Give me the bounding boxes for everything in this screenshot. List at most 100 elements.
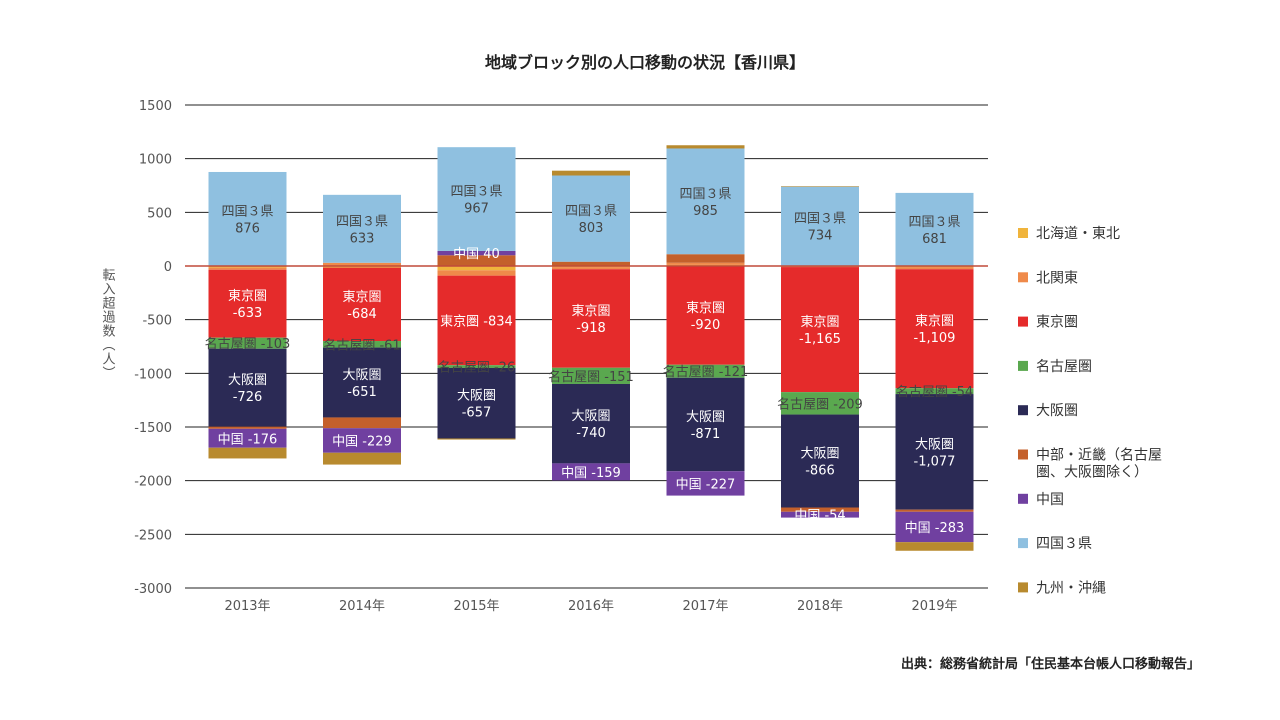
- segment-label: 中国 -229: [332, 434, 392, 449]
- bar-segment-kyushu: [208, 447, 287, 459]
- bar-segment-shikoku: [895, 192, 974, 266]
- segment-label: 四国３県: [221, 204, 273, 219]
- segment-label: 大阪圏: [571, 409, 610, 424]
- legend-label: 中部・近畿（名古屋: [1036, 448, 1162, 464]
- bar-segment-shikoku: [552, 175, 630, 262]
- bar-segment-chugoku: [895, 511, 974, 543]
- bar-segment-tokyo: [437, 275, 516, 366]
- bar-segment-osaka: [666, 377, 745, 472]
- bar-segment-kyushu: [437, 438, 516, 440]
- segment-label: 東京圏 -834: [440, 313, 513, 329]
- x-tick-label: 2019年: [911, 599, 957, 614]
- bar-segment-tokyo: [323, 267, 401, 342]
- segment-label: 大阪圏: [457, 389, 496, 404]
- x-tick-label: 2013年: [224, 599, 270, 614]
- segment-label: 東京圏: [571, 303, 610, 319]
- legend-swatch: [1018, 360, 1028, 371]
- bar-segment-osaka: [437, 367, 516, 439]
- segment-label: 東京圏: [342, 289, 381, 305]
- legend-label: 九州・沖縄: [1036, 580, 1106, 596]
- segment-label: 四国３県: [679, 187, 731, 202]
- y-tick-label: 1500: [139, 99, 172, 114]
- segment-label: 名古屋圏 -209: [777, 396, 863, 412]
- bar-segment-chubu_kinki: [437, 255, 516, 266]
- bar-segment-chugoku: [437, 250, 516, 256]
- y-axis-label: 転入超過数（人）: [100, 268, 116, 380]
- bar-segment-chubu_kinki: [666, 254, 745, 263]
- segment-label: 中国 -283: [905, 521, 965, 536]
- legend-label: 名古屋圏: [1036, 359, 1092, 375]
- segment-label: -657: [462, 406, 492, 421]
- bar-segment-nagoya: [781, 392, 859, 415]
- segment-label: 名古屋圏 -121: [663, 364, 749, 380]
- legend-label: 四国３県: [1036, 536, 1092, 552]
- bar-segment-nagoya: [895, 388, 974, 395]
- segment-label: 803: [579, 221, 604, 236]
- bar-segment-tokyo: [895, 269, 974, 389]
- segment-label: 985: [693, 204, 718, 219]
- source-note: 出典：総務省統計局「住民基本台帳人口移動報告」: [901, 656, 1200, 672]
- bar-segment-chugoku: [323, 428, 401, 453]
- segment-label: 876: [235, 221, 260, 236]
- bar-segment-kyushu: [552, 170, 630, 176]
- legend-label: 圏、大阪圏除く）: [1036, 465, 1148, 481]
- bar-segment-kyushu: [666, 145, 745, 149]
- segment-label: 東京圏: [915, 313, 954, 329]
- bar-segment-chubu_kinki: [323, 417, 401, 429]
- bar-segment-shikoku: [208, 171, 287, 266]
- segment-labels: 四国３県 876 東京圏 -633 名古屋圏 -103 大阪圏 -726 中国 -176 四国３…: [205, 185, 974, 536]
- bar-segment-nagoya: [666, 364, 745, 378]
- legend-swatch: [1018, 449, 1028, 460]
- segment-label: 中国 40: [453, 247, 500, 262]
- y-tick-label: -2000: [134, 475, 172, 490]
- chart-title: 地域ブロック別の人口移動の状況【香川県】: [485, 53, 805, 72]
- legend-label: 北海道・東北: [1036, 226, 1120, 242]
- segment-label: 名古屋圏 -103: [205, 336, 291, 352]
- segment-label: 中国 -176: [218, 432, 278, 447]
- segment-label: 四国３県: [336, 214, 388, 229]
- segment-label: 四国３県: [565, 204, 617, 219]
- y-tick-label: 0: [164, 260, 172, 275]
- bars: [208, 145, 974, 551]
- bar-segment-tokyo: [208, 269, 287, 338]
- segment-label: -633: [233, 306, 263, 321]
- bar-segment-hokkaido: [437, 266, 516, 271]
- bar-segment-kyushu: [781, 186, 859, 187]
- bar-segment-tokyo: [552, 269, 630, 368]
- y-tick-label: -1500: [134, 421, 172, 436]
- segment-label: 大阪圏: [686, 410, 725, 425]
- segment-label: -871: [691, 427, 721, 442]
- bar-segment-kitakanto: [552, 267, 630, 270]
- segment-label: -651: [347, 385, 377, 400]
- segment-label: 名古屋圏 -54: [896, 384, 973, 400]
- legend-swatch: [1018, 493, 1028, 504]
- bar-segment-nagoya: [552, 367, 630, 384]
- segment-label: 名古屋圏 -61: [323, 337, 400, 353]
- bar-segment-osaka: [552, 383, 630, 464]
- bar-segment-nagoya: [323, 341, 401, 348]
- bar-segment-chubu_kinki: [552, 261, 630, 266]
- bar-segment-chubu_kinki: [208, 426, 287, 429]
- y-tick-label: 500: [147, 206, 172, 221]
- segment-label: 四国３県: [794, 212, 846, 227]
- bar-segment-kitakanto: [323, 262, 401, 266]
- legend-swatch: [1018, 582, 1028, 593]
- segment-label: -1,077: [914, 454, 956, 469]
- x-tick-label: 2017年: [682, 599, 728, 614]
- bar-segment-osaka: [895, 394, 974, 510]
- segment-label: -740: [576, 426, 606, 441]
- segment-label: 大阪圏: [228, 373, 267, 388]
- y-tick-label: -500: [142, 314, 172, 329]
- segment-label: -920: [691, 318, 721, 333]
- x-tick-label: 2018年: [797, 599, 843, 614]
- segment-label: 967: [464, 202, 489, 217]
- bar-segment-shikoku: [781, 186, 859, 266]
- segment-label: 四国３県: [908, 215, 960, 230]
- segment-label: 中国 -227: [676, 477, 736, 492]
- legend-label: 中国: [1036, 492, 1064, 508]
- segment-label: 大阪圏: [915, 437, 954, 452]
- segment-label: 734: [808, 229, 833, 244]
- legend-swatch: [1018, 228, 1028, 238]
